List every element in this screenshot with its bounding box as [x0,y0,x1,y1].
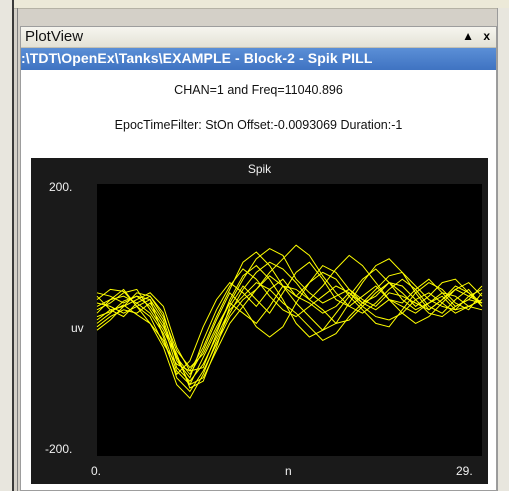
y-axis-label: uv [71,321,84,335]
channel-info: CHAN=1 and Freq=11040.896 [174,83,343,97]
pin-icon[interactable]: ▲ [462,29,474,43]
left-dock-edge [0,0,14,491]
top-strip [0,0,509,9]
left-dock-separator [17,8,18,491]
tank-path-bar: :\TDT\OpenEx\Tanks\EXAMPLE - Block-2 - S… [21,48,496,70]
spike-waveform-10 [96,251,483,372]
spike-waveform-4 [96,261,483,400]
caption-buttons: ▲ x [456,29,490,43]
close-icon[interactable]: x [483,29,490,43]
plot-canvas [96,184,483,456]
y-tick-label-min: -200. [45,442,73,456]
spike-plot[interactable]: Spik 200. uv -200. 0. n 29. [31,158,488,484]
right-dock-edge [497,8,509,491]
plotview-panel: PlotView ▲ x :\TDT\OpenEx\Tanks\EXAMPLE … [20,26,497,491]
spike-waveform-7 [96,261,483,389]
epoc-filter-info: EpocTimeFilter: StOn Offset:-0.0093069 D… [114,118,403,132]
chart-title: Spik [247,162,272,176]
series-group [96,244,483,400]
spike-waveform-12 [96,264,483,386]
spike-waveform-3 [96,268,483,379]
spike-waveform-11 [96,254,483,369]
x-tick-label-min: 0. [91,464,102,478]
spike-waveform-6 [96,271,483,376]
spike-waveform-9 [96,244,483,393]
x-axis-label: n [285,464,292,478]
spike-waveform-5 [96,264,483,372]
panel-titlebar[interactable]: PlotView ▲ x [21,27,496,48]
panel-title: PlotView [25,28,84,45]
tank-path-label: :\TDT\OpenEx\Tanks\EXAMPLE - Block-2 - S… [21,50,373,66]
x-tick-label-max: 29. [456,464,473,478]
y-tick-label-max: 200. [49,180,73,194]
